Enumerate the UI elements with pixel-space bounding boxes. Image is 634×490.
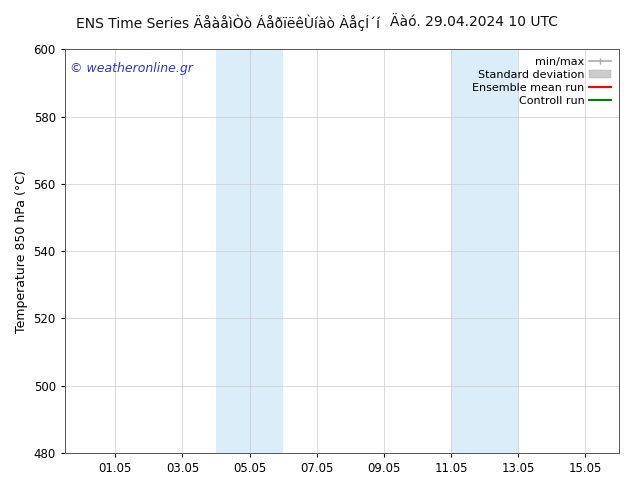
Legend: min/max, Standard deviation, Ensemble mean run, Controll run: min/max, Standard deviation, Ensemble me…	[470, 55, 614, 108]
Bar	[451, 49, 518, 453]
Y-axis label: Temperature 850 hPa (°C): Temperature 850 hPa (°C)	[15, 170, 28, 333]
Bar	[216, 49, 283, 453]
Text: © weatheronline.gr: © weatheronline.gr	[70, 62, 193, 74]
Text: Äàó. 29.04.2024 10 UTC: Äàó. 29.04.2024 10 UTC	[390, 15, 558, 29]
Text: ENS Time Series ÄåàåìÒò ÁåðïëêÙíàò ÀåçÍ´í: ENS Time Series ÄåàåìÒò ÁåðïëêÙíàò ÀåçÍ´…	[76, 15, 380, 31]
